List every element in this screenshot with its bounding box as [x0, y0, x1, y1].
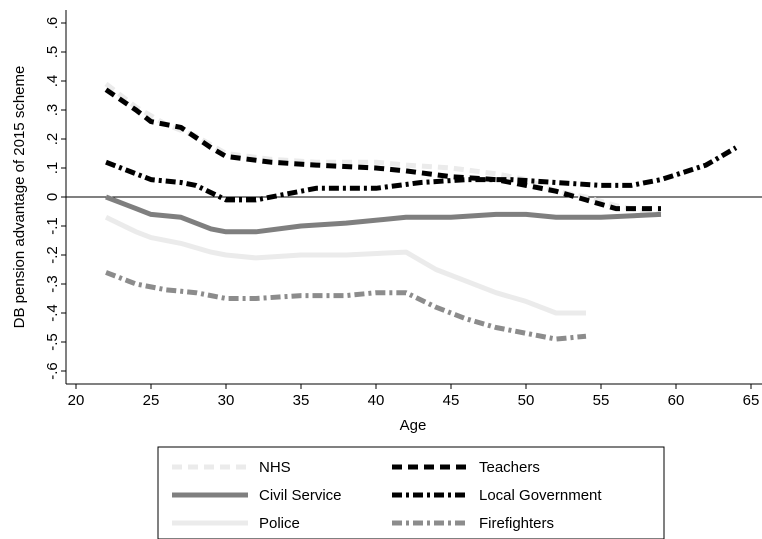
x-tick-label: 40 — [368, 392, 385, 409]
legend-label: Teachers — [479, 459, 540, 476]
y-tick-label: -.4 — [44, 304, 61, 322]
x-tick-label: 65 — [743, 392, 760, 409]
legend-label: NHS — [259, 459, 291, 476]
y-tick-label: .5 — [44, 46, 61, 59]
legend-label: Local Government — [479, 487, 602, 504]
y-tick-label: .6 — [44, 17, 61, 30]
y-tick-label: -.2 — [44, 246, 61, 264]
y-ticks: -.6 -.5 -.4 -.3 -.2 -.1 0 .1 .2 .3 .4 .5 .6 — [44, 17, 66, 380]
series-line-firefighters — [105, 270, 587, 342]
y-tick-label: .1 — [44, 162, 61, 175]
x-tick-label: 60 — [668, 392, 685, 409]
x-tick-label: 50 — [518, 392, 535, 409]
series-line-police — [104, 215, 586, 316]
x-tick-label: 35 — [293, 392, 310, 409]
y-tick-label: -.1 — [44, 217, 61, 235]
y-tick-label: -.3 — [44, 275, 61, 293]
series-line-civil-service — [105, 194, 662, 235]
series-line-local-government — [105, 145, 738, 203]
legend: NHS Teachers Civil Service Local Government… — [157, 446, 665, 539]
y-tick-label: 0 — [44, 193, 61, 201]
legend-label: Police — [259, 515, 300, 532]
y-tick-label: -.6 — [44, 362, 61, 380]
x-tick-label: 30 — [218, 392, 235, 409]
x-tick-label: 45 — [443, 392, 460, 409]
x-axis-title: Age — [400, 417, 427, 434]
series-group — [104, 81, 738, 342]
x-tick-label: 55 — [593, 392, 610, 409]
y-tick-label: .4 — [44, 75, 61, 88]
series-line-teachers — [104, 87, 661, 212]
y-axis-title: DB pension advantage of 2015 scheme — [11, 66, 28, 329]
legend-label: Civil Service — [259, 487, 342, 504]
legend-label: Firefighters — [479, 515, 554, 532]
y-tick-label: -.5 — [44, 333, 61, 351]
x-ticks: 20 25 30 35 40 45 50 55 60 65 — [68, 384, 760, 409]
series-line-nhs — [104, 81, 662, 217]
y-tick-label: .2 — [44, 133, 61, 146]
y-tick-label: .3 — [44, 104, 61, 117]
x-tick-label: 20 — [68, 392, 85, 409]
x-tick-label: 25 — [143, 392, 160, 409]
